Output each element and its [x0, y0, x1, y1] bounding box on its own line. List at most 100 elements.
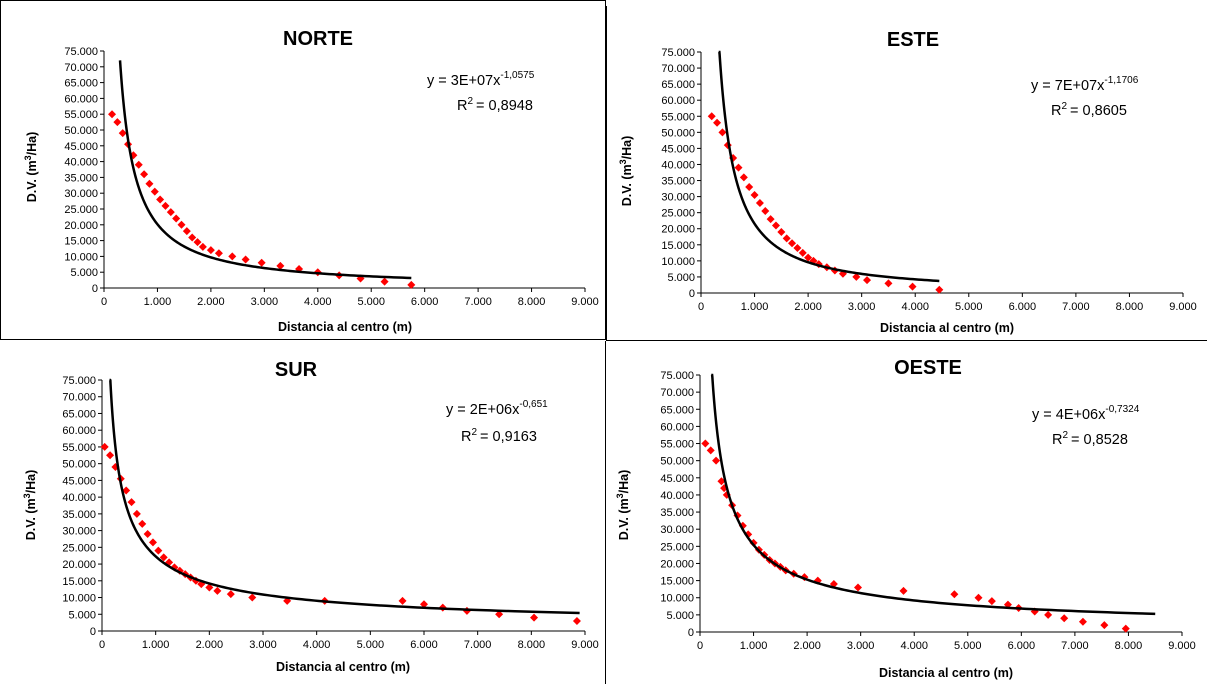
x-tick-label: 5.000 [357, 296, 385, 308]
y-tick-label: 30.000 [64, 188, 98, 200]
r-squared: R2 = 0,8528 [1052, 430, 1128, 448]
trend-equation-base: y = 2E+06x [446, 402, 520, 418]
data-point [226, 590, 235, 599]
chart-panel-norte: NORTE 0 5.000 10.000 15.000 20.000 25.000 30.0… [0, 0, 606, 340]
x-axis-label: Distancia al centro (m) [278, 320, 412, 334]
data-point [150, 187, 159, 196]
data-point [755, 199, 764, 208]
y-tick-label: 40.000 [661, 159, 695, 171]
data-point [899, 586, 908, 595]
trend-equation-base: y = 7E+07x [1031, 78, 1105, 94]
y-tick-label: 45.000 [62, 475, 96, 487]
y-tick-label: 65.000 [64, 78, 98, 90]
axes: 0 5.000 10.000 15.000 20.000 25.000 30.000 35.0… [64, 46, 598, 308]
data-point [863, 276, 872, 285]
r-squared-value: = 0,8528 [1071, 432, 1128, 448]
y-tick-label: 10.000 [661, 256, 695, 268]
y-tick-label: 5.000 [70, 267, 98, 279]
x-tick-label: 3.000 [249, 639, 277, 651]
data-point [127, 498, 136, 507]
data-point [248, 593, 257, 602]
data-point [113, 118, 122, 127]
r-squared: R2 = 0,8948 [457, 96, 533, 114]
x-tick-label: 6.000 [1009, 301, 1037, 313]
data-point [177, 220, 186, 229]
y-tick-label: 10.000 [64, 251, 98, 263]
x-tick-label: 5.000 [955, 301, 983, 313]
y-tick-label: 0 [689, 288, 695, 300]
y-tick-label: 75.000 [661, 47, 695, 59]
x-tick-label: 0 [697, 640, 703, 652]
trend-equation-base: y = 4E+06x [1032, 407, 1106, 423]
y-tick-label: 25.000 [660, 541, 694, 553]
y-tick-label: 10.000 [62, 593, 96, 605]
y-tick-label: 40.000 [64, 157, 98, 169]
y-tick-label: 20.000 [660, 558, 694, 570]
y-tick-label: 70.000 [660, 387, 694, 399]
y-tick-label: 25.000 [661, 208, 695, 220]
trend-equation-exponent: -0,7324 [1105, 404, 1139, 415]
y-tick-label: 50.000 [62, 459, 96, 471]
data-point [853, 583, 862, 592]
chart-panel-sur: SUR 0 5.000 10.000 15.000 20.000 25.000 30.000… [0, 341, 606, 684]
x-tick-label: 1.000 [144, 296, 172, 308]
chart-svg-oeste: OESTE 0 5.000 10.000 15.000 20.000 25.000 30.0… [615, 357, 1196, 680]
y-tick-label: 20.000 [64, 220, 98, 232]
y-tick-label: 70.000 [64, 62, 98, 74]
y-tick-label: 65.000 [660, 404, 694, 416]
data-point [145, 179, 154, 188]
x-axis-label: Distancia al centro (m) [276, 660, 410, 674]
y-tick-label: 35.000 [62, 509, 96, 521]
y-tick-label: 30.000 [660, 524, 694, 536]
data-point [205, 583, 214, 592]
data-point [1121, 624, 1130, 633]
data-point [159, 553, 168, 562]
data-point [241, 255, 250, 264]
chart-title: SUR [275, 359, 318, 381]
x-tick-label: 4.000 [304, 296, 332, 308]
x-tick-label: 6.000 [1008, 640, 1036, 652]
data-point [161, 201, 170, 210]
r-squared: R2 = 0,8605 [1051, 101, 1127, 119]
y-tick-label: 55.000 [62, 442, 96, 454]
x-tick-label: 9.000 [1169, 301, 1197, 313]
data-point [276, 261, 285, 270]
data-point [572, 616, 581, 625]
y-tick-label: 15.000 [62, 576, 96, 588]
data-point [193, 238, 202, 247]
data-point [793, 244, 802, 253]
power-trendline [109, 378, 580, 615]
data-point [407, 280, 416, 289]
axes: 0 5.000 10.000 15.000 20.000 25.000 30.000 35.0… [660, 370, 1195, 652]
x-tick-label: 6.000 [410, 639, 438, 651]
data-point [766, 215, 775, 224]
x-tick-label: 5.000 [357, 639, 385, 651]
y-tick-label: 55.000 [661, 111, 695, 123]
data-point [206, 246, 215, 255]
data-point [717, 477, 726, 486]
data-point [213, 586, 222, 595]
y-axis-label: D.V. (m3/Ha) [618, 136, 634, 207]
data-point [530, 613, 539, 622]
power-trendline [710, 373, 1156, 616]
data-point [228, 252, 237, 261]
x-tick-label: 8.000 [518, 296, 546, 308]
data-point [1060, 614, 1069, 623]
y-tick-label: 15.000 [660, 576, 694, 588]
y-tick-label: 70.000 [661, 63, 695, 75]
r-squared: R2 = 0,9163 [461, 427, 537, 445]
y-tick-label: 40.000 [660, 490, 694, 502]
data-point [729, 154, 738, 163]
data-point [122, 486, 131, 495]
x-tick-label: 0 [101, 296, 107, 308]
data-point [782, 234, 791, 243]
y-tick-label: 60.000 [62, 425, 96, 437]
data-point [745, 182, 754, 191]
data-point [100, 442, 109, 451]
x-tick-label: 1.000 [142, 639, 170, 651]
x-tick-label: 8.000 [518, 639, 546, 651]
y-tick-label: 60.000 [660, 421, 694, 433]
r-squared-value: = 0,8605 [1070, 103, 1127, 119]
data-point [495, 610, 504, 619]
data-point [750, 190, 759, 199]
